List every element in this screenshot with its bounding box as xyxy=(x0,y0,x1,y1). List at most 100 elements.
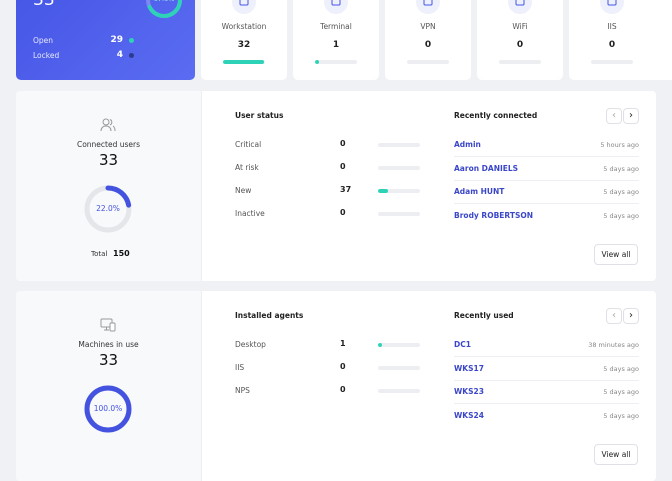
total-value: 150 xyxy=(113,249,130,258)
panel: Machines in use 33 100.0% Installed agents D… xyxy=(16,291,656,481)
stat-count: 33 xyxy=(98,151,119,169)
agent-icon xyxy=(600,0,624,14)
recent-time: 5 days ago xyxy=(603,388,639,396)
total-label: Total xyxy=(91,250,108,258)
agent-label: Terminal xyxy=(320,22,352,31)
recent-time: 5 days ago xyxy=(603,188,639,196)
row-divider xyxy=(454,156,639,157)
summary-value: 4 xyxy=(116,50,123,60)
progress-track xyxy=(378,189,420,193)
panel: Connected users 33 22.0% Total 150 User statu… xyxy=(16,91,656,281)
summary-card: 33 67.6% Open 29 Locked 4 xyxy=(16,0,195,80)
row-divider xyxy=(454,379,639,381)
agent-card: WiFi 0 xyxy=(477,0,563,80)
agent-label: WiFi xyxy=(512,22,528,31)
section-icon xyxy=(100,118,116,132)
view-all-button[interactable]: View all xyxy=(594,444,638,465)
stat-ring xyxy=(84,385,132,433)
list-title: User status xyxy=(235,111,284,120)
pager-button[interactable]: › xyxy=(623,108,639,124)
recent-name[interactable]: Admin xyxy=(454,140,481,149)
agent-icon xyxy=(508,0,532,14)
list-label: Desktop xyxy=(235,340,266,349)
agent-card: IIS 0 xyxy=(569,0,672,80)
recent-time: 5 days ago xyxy=(603,211,639,220)
summary-label: Open xyxy=(33,36,54,45)
list-value: 37 xyxy=(340,185,352,194)
stat-title: Machines in use xyxy=(78,340,139,349)
recent-name[interactable]: WKS17 xyxy=(454,363,484,373)
agent-count: 0 xyxy=(424,40,432,50)
pager-button[interactable]: ‹ xyxy=(606,308,622,324)
agent-icon xyxy=(232,0,256,14)
recent-title: Recently connected xyxy=(454,111,538,120)
pager-button[interactable]: › xyxy=(623,308,639,324)
agent-count: 1 xyxy=(332,40,340,50)
recent-name[interactable]: Adam HUNT xyxy=(454,187,505,196)
progress-track xyxy=(407,60,449,64)
recent-name[interactable]: DC1 xyxy=(454,340,471,349)
list-value: 0 xyxy=(340,162,346,171)
status-dot xyxy=(129,53,134,58)
stat-ring xyxy=(84,185,132,233)
ring-label: 100.0% xyxy=(93,404,123,413)
summary-label: Locked xyxy=(33,51,60,60)
row-divider xyxy=(454,403,639,404)
recent-time: 5 days ago xyxy=(603,164,639,173)
list-value: 1 xyxy=(340,339,346,348)
progress-track xyxy=(223,60,265,64)
recent-name[interactable]: Brody ROBERTSON xyxy=(454,210,534,220)
recent-time: 38 minutes ago xyxy=(588,341,639,349)
agent-label: VPN xyxy=(420,22,436,31)
row-divider xyxy=(454,203,639,204)
recent-name[interactable]: WKS24 xyxy=(454,410,484,420)
progress-track xyxy=(499,60,541,64)
progress-fill xyxy=(378,343,382,347)
list-label: Critical xyxy=(235,140,262,149)
pager-button[interactable]: ‹ xyxy=(606,108,622,124)
agent-card: Workstation 32 xyxy=(201,0,287,80)
progress-track xyxy=(378,343,420,347)
list-value: 0 xyxy=(340,208,346,217)
recent-title: Recently used xyxy=(454,311,514,320)
agent-icon-glyph xyxy=(607,0,617,6)
list-label: NPS xyxy=(235,386,250,395)
agent-icon xyxy=(324,0,348,14)
summary-ring xyxy=(146,0,182,18)
agent-icon-glyph xyxy=(331,0,341,6)
list-label: IIS xyxy=(235,363,245,372)
ring-label: 22.0% xyxy=(96,204,120,213)
list-label: Inactive xyxy=(235,209,265,218)
progress-track xyxy=(378,166,420,170)
view-all-button[interactable]: View all xyxy=(594,244,638,265)
recent-time: 5 days ago xyxy=(603,364,639,373)
progress-fill xyxy=(223,60,264,64)
progress-track xyxy=(378,212,420,216)
progress-fill xyxy=(378,189,389,193)
progress-track xyxy=(378,366,420,370)
list-value: 0 xyxy=(340,139,346,148)
recent-time: 5 hours ago xyxy=(600,141,639,149)
recent-time: 5 days ago xyxy=(603,411,639,420)
summary-count: 33 xyxy=(33,0,55,10)
row-divider xyxy=(454,179,639,181)
agent-icon-glyph xyxy=(239,0,249,6)
agent-icon-glyph xyxy=(515,0,525,6)
progress-track xyxy=(315,60,357,64)
list-value: 0 xyxy=(340,362,346,371)
recent-name[interactable]: WKS23 xyxy=(454,387,484,396)
dashboard: 33 67.6% Open 29 Locked 4 Workstation 32 Termina… xyxy=(16,0,672,481)
status-dot xyxy=(129,38,134,43)
progress-track xyxy=(378,143,420,147)
list-label: At risk xyxy=(235,163,259,172)
agent-count: 32 xyxy=(237,40,251,50)
section-icon xyxy=(100,318,116,332)
list-value: 0 xyxy=(340,385,346,394)
progress-fill xyxy=(315,60,319,64)
row-divider xyxy=(454,356,639,357)
ring-label: 67.6% xyxy=(134,0,194,3)
agent-count: 0 xyxy=(516,40,524,50)
recent-name[interactable]: Aaron DANIELS xyxy=(454,163,519,173)
list-label: New xyxy=(235,186,252,195)
progress-track xyxy=(378,389,420,393)
